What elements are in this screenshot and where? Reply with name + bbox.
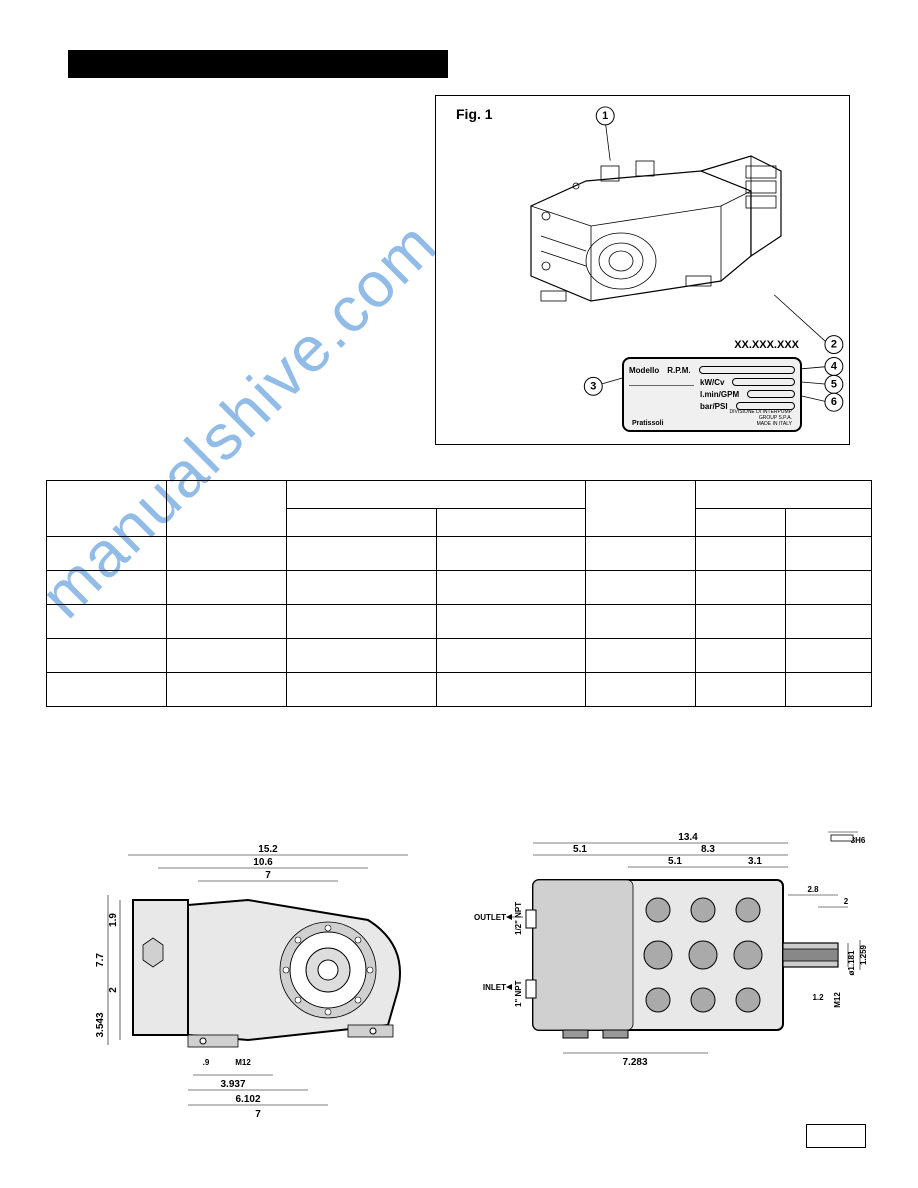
outlet-label: OUTLET <box>474 913 506 922</box>
table-cell <box>47 571 167 605</box>
nameplate-brand: Pratissoli <box>632 420 664 427</box>
table-cell <box>166 481 286 537</box>
table-cell <box>586 639 696 673</box>
callout-2: 2 <box>831 339 837 351</box>
nameplate-field-psi: bar/PSI <box>700 402 728 411</box>
part-number-placeholder: XX.XXX.XXX <box>734 339 799 351</box>
callout-6: 6 <box>831 396 837 408</box>
table-cell <box>286 639 436 673</box>
page-number-box <box>806 1124 866 1148</box>
nameplate-field-kw: kW/Cv <box>700 378 724 387</box>
table-cell <box>436 673 586 707</box>
dim-1-9: 1.9 <box>108 913 119 927</box>
table-cell <box>47 537 167 571</box>
table-cell <box>786 673 872 707</box>
section-header-bar <box>68 50 448 78</box>
table-cell <box>47 481 167 537</box>
nameplate-made-in: DIVISIONE DI INTERPUMP GROUP S.P.A. MADE… <box>729 409 792 427</box>
table-cell <box>696 537 786 571</box>
table-cell <box>786 571 872 605</box>
table-cell <box>166 571 286 605</box>
table-cell <box>436 509 586 537</box>
dim-6-102: 6.102 <box>235 1094 260 1105</box>
dim-m12-a: M12 <box>235 1058 251 1067</box>
dim-13-4: 13.4 <box>678 832 698 843</box>
dim-m12-b: M12 <box>833 992 842 1008</box>
table-cell <box>47 673 167 707</box>
dim-15-2: 15.2 <box>258 844 278 855</box>
ortho-drawings: 15.2 10.6 7 7.7 1.9 2 3.543 <box>68 830 868 1120</box>
table-cell <box>696 639 786 673</box>
callout-5: 5 <box>831 378 837 390</box>
nameplate: Modello R.P.M. kW/Cv l.min/GPM bar/PSI <box>622 357 802 432</box>
nameplate-field-gpm: l.min/GPM <box>700 390 739 399</box>
dim-09: .9 <box>203 1058 210 1067</box>
table-cell <box>696 481 872 509</box>
table-cell <box>166 605 286 639</box>
nameplate-field-rpm: R.P.M. <box>667 366 690 375</box>
table-cell <box>696 673 786 707</box>
table-cell <box>786 537 872 571</box>
dim-7-7: 7.7 <box>95 953 106 967</box>
table-cell <box>586 673 696 707</box>
figure-1-container: Fig. 1 1 <box>435 95 850 445</box>
dim-5-1b: 5.1 <box>668 856 682 867</box>
table-cell <box>286 605 436 639</box>
dim-dia: ø1.181 <box>847 950 856 975</box>
table-cell <box>166 639 286 673</box>
table-cell <box>286 537 436 571</box>
table-cell <box>786 639 872 673</box>
outlet-size: 1/2" NPT <box>514 902 523 935</box>
table-cell <box>47 605 167 639</box>
table-cell <box>586 481 696 537</box>
dim-2b: 2 <box>844 897 849 906</box>
callout-1: 1 <box>602 110 608 122</box>
table-cell <box>696 605 786 639</box>
table-cell <box>586 537 696 571</box>
dim-7-283: 7.283 <box>622 1057 647 1068</box>
nameplate-modello-label: Modello <box>629 366 659 375</box>
dim-2: 2 <box>108 987 119 993</box>
table-cell <box>696 509 786 537</box>
table-cell <box>286 571 436 605</box>
dim-7b: 7 <box>255 1109 261 1120</box>
table-cell <box>786 605 872 639</box>
spec-table <box>46 480 872 707</box>
table-cell <box>586 571 696 605</box>
table-cell <box>436 571 586 605</box>
ortho-views-container: 15.2 10.6 7 7.7 1.9 2 3.543 <box>68 830 868 1120</box>
dim-3-937: 3.937 <box>220 1079 245 1090</box>
dim-8-3: 8.3 <box>701 844 715 855</box>
table-cell <box>436 639 586 673</box>
table-cell <box>286 673 436 707</box>
table-cell <box>47 639 167 673</box>
inlet-size: 1" NPT <box>514 980 523 1007</box>
dim-3-1: 3.1 <box>748 856 762 867</box>
dim-2-8: 2.8 <box>807 885 819 894</box>
table-cell <box>436 537 586 571</box>
dim-10-6: 10.6 <box>253 857 273 868</box>
table-cell <box>286 481 586 509</box>
callout-4: 4 <box>831 360 838 372</box>
table-cell <box>696 571 786 605</box>
inlet-label: INLET <box>483 983 506 992</box>
dim-5-1a: 5.1 <box>573 844 587 855</box>
table-cell <box>166 673 286 707</box>
table-cell <box>586 605 696 639</box>
table-cell <box>286 509 436 537</box>
dim-3-543: 3.543 <box>95 1012 106 1037</box>
table-cell <box>166 537 286 571</box>
callout-3: 3 <box>590 380 596 392</box>
dim-1-259: 1.259 <box>859 944 868 965</box>
dim-7: 7 <box>265 870 271 881</box>
table-cell <box>436 605 586 639</box>
table-cell <box>786 509 872 537</box>
dim-1-2: 1.2 <box>812 993 824 1002</box>
